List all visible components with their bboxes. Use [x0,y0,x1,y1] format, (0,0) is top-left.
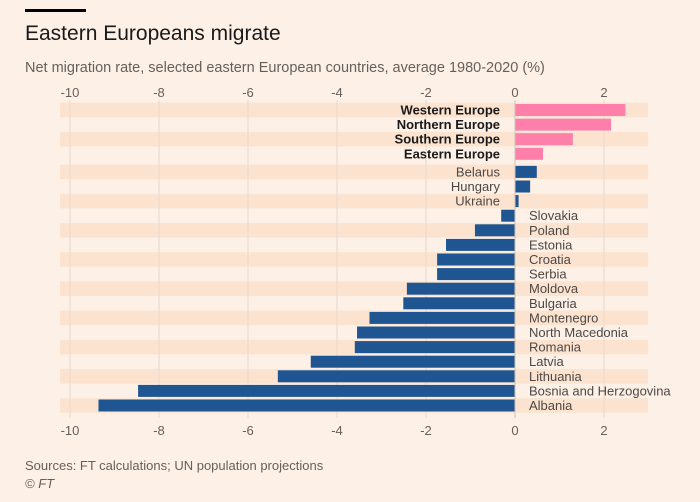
category-label: North Macedonia [529,325,629,340]
bar-croatia [437,253,515,266]
bar-slovakia [501,209,515,222]
bar-poland [474,224,515,237]
category-label: Slovakia [529,208,579,223]
ft-credit: © FT [25,476,55,491]
x-tick-label-top: -2 [420,85,432,100]
bar-southern-europe [515,133,573,146]
category-label: Romania [529,340,582,355]
bar-lithuania [277,370,515,383]
bar-belarus [515,165,537,178]
category-label: Bosnia and Herzogovina [529,383,671,398]
category-label: Poland [529,223,569,238]
bar-albania [98,399,515,412]
bar-montenegro [369,311,515,324]
row-band [60,193,648,209]
x-tick-label-top: -6 [242,85,254,100]
x-tick-label-top: -10 [61,85,80,100]
x-tick-label-bottom: -10 [61,423,80,438]
category-label: Serbia [529,267,567,282]
x-tick-label-bottom: 0 [511,423,518,438]
header-rule [25,9,86,12]
category-label: Ukraine [455,194,500,209]
bar-romania [354,341,515,354]
category-label: Croatia [529,252,572,267]
x-tick-label-top: 2 [600,85,607,100]
category-label: Southern Europe [395,132,500,147]
x-tick-label-bottom: -8 [153,423,165,438]
bar-latvia [310,355,515,368]
source-note: Sources: FT calculations; UN population … [25,458,324,473]
category-label: Eastern Europe [404,146,500,161]
category-label: Hungary [451,179,501,194]
category-label: Belarus [456,164,501,179]
bar-hungary [515,180,531,193]
bar-eastern-europe [515,147,544,160]
category-label: Moldova [529,281,579,296]
category-label: Lithuania [529,369,583,384]
category-label: Latvia [529,354,564,369]
x-tick-label-bottom: -2 [420,423,432,438]
row-band [60,164,648,180]
bar-serbia [437,268,515,281]
x-tick-label-top: 0 [511,85,518,100]
x-tick-label-bottom: 2 [600,423,607,438]
chart-title: Eastern Europeans migrate [25,22,281,45]
x-tick-label-bottom: -4 [331,423,343,438]
x-tick-label-top: -8 [153,85,165,100]
category-label: Montenegro [529,310,598,325]
category-label: Bulgaria [529,296,577,311]
bar-northern-europe [515,118,612,131]
category-label: Albania [529,398,573,413]
bar-estonia [446,238,515,251]
chart-subtitle: Net migration rate, selected eastern Eur… [25,60,545,76]
bar-bosnia-and-herzogovina [138,384,515,397]
row-band [60,102,648,118]
bar-ukraine [515,195,519,208]
x-tick-label-bottom: -6 [242,423,254,438]
category-label: Western Europe [401,103,500,118]
category-label: Estonia [529,237,573,252]
bar-bulgaria [403,297,515,310]
row-band [60,131,648,147]
bar-north-macedonia [357,326,515,339]
bar-moldova [406,282,515,295]
x-tick-label-top: -4 [331,85,343,100]
category-label: Northern Europe [397,117,500,132]
bar-western-europe [515,104,626,116]
